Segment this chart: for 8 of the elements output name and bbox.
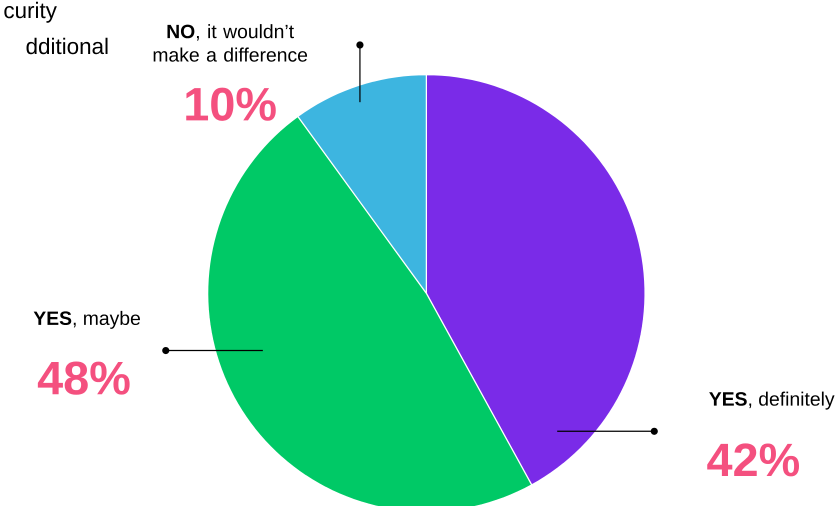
text: curity [4, 2, 57, 23]
data-label: 10% [186, 88, 276, 121]
data-label: 42% [707, 443, 800, 476]
slice-label: NO, it wouldn’t make a difference [154, 24, 308, 62]
slice-label: YES, maybe [34, 310, 140, 329]
text: dditional [26, 38, 108, 54]
slice-label: YES, definitely [709, 392, 835, 410]
data-label: 48% [38, 362, 130, 395]
